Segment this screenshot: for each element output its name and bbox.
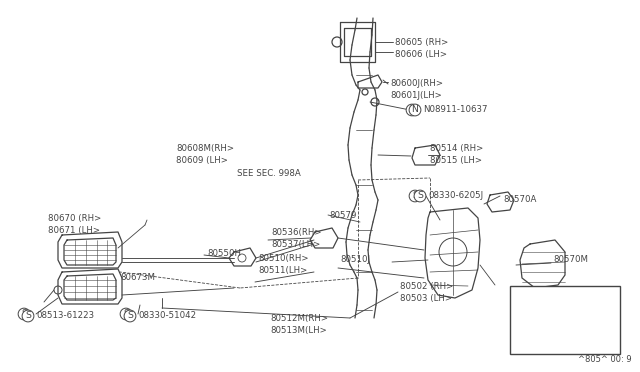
Text: 80608M(RH>: 80608M(RH> xyxy=(176,144,234,153)
Text: 80601J(LH>: 80601J(LH> xyxy=(390,92,442,100)
Text: 80510J: 80510J xyxy=(340,256,370,264)
Text: 80503 (LH>: 80503 (LH> xyxy=(400,294,452,302)
Bar xyxy=(510,286,620,354)
Text: 80536(RH>: 80536(RH> xyxy=(271,228,321,237)
Text: SEE SEC. 998A: SEE SEC. 998A xyxy=(237,169,301,177)
Text: 80527F: 80527F xyxy=(525,291,557,299)
Text: S: S xyxy=(123,310,129,318)
Text: 80502 (RH>: 80502 (RH> xyxy=(400,282,453,291)
Text: 80513M(LH>: 80513M(LH> xyxy=(270,326,327,334)
Text: S: S xyxy=(127,311,133,321)
Text: 80570M: 80570M xyxy=(553,256,588,264)
Text: N: N xyxy=(412,106,419,115)
Text: 80609 (LH>: 80609 (LH> xyxy=(176,155,228,164)
Text: S: S xyxy=(417,192,423,201)
Text: 80515 (LH>: 80515 (LH> xyxy=(430,155,482,164)
Text: ^805^ 00: 9: ^805^ 00: 9 xyxy=(579,355,632,364)
Text: S: S xyxy=(25,311,31,321)
Text: 08513-61223: 08513-61223 xyxy=(36,311,94,321)
Text: 80550H: 80550H xyxy=(207,250,241,259)
Text: 80673M: 80673M xyxy=(120,273,155,282)
Text: S: S xyxy=(21,310,27,318)
Text: 08330-6205J: 08330-6205J xyxy=(428,192,483,201)
Text: 80600J(RH>: 80600J(RH> xyxy=(390,80,443,89)
Text: 80570A: 80570A xyxy=(503,196,536,205)
Text: 80510(RH>: 80510(RH> xyxy=(258,253,308,263)
Text: 80579: 80579 xyxy=(329,211,356,219)
Text: N08911-10637: N08911-10637 xyxy=(423,106,488,115)
Text: N: N xyxy=(408,106,415,115)
Text: 08330-51042: 08330-51042 xyxy=(138,311,196,321)
Text: 80606 (LH>: 80606 (LH> xyxy=(395,49,447,58)
Text: 80511(LH>: 80511(LH> xyxy=(258,266,307,275)
Text: 80512M(RH>: 80512M(RH> xyxy=(270,314,328,323)
Text: 80605 (RH>: 80605 (RH> xyxy=(395,38,448,46)
Text: 80670 (RH>: 80670 (RH> xyxy=(48,214,101,222)
Text: 80537(LH>: 80537(LH> xyxy=(271,240,320,248)
Text: 80671 (LH>: 80671 (LH> xyxy=(48,225,100,234)
Text: 80514 (RH>: 80514 (RH> xyxy=(430,144,483,153)
Text: S: S xyxy=(412,192,418,201)
